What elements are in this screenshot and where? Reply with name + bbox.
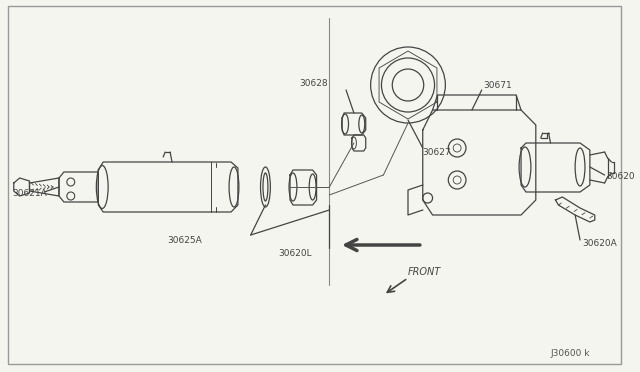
Text: FRONT: FRONT (408, 267, 441, 277)
Text: J30600 k: J30600 k (550, 349, 590, 357)
Text: 30625A: 30625A (167, 235, 202, 244)
Text: 30620: 30620 (607, 171, 636, 180)
Text: 30621A: 30621A (12, 189, 47, 198)
Text: 30620L: 30620L (278, 248, 312, 257)
Text: 30628: 30628 (299, 78, 328, 87)
Text: 30671: 30671 (484, 80, 513, 90)
Text: 30627: 30627 (423, 148, 451, 157)
Text: 30620A: 30620A (582, 238, 617, 247)
